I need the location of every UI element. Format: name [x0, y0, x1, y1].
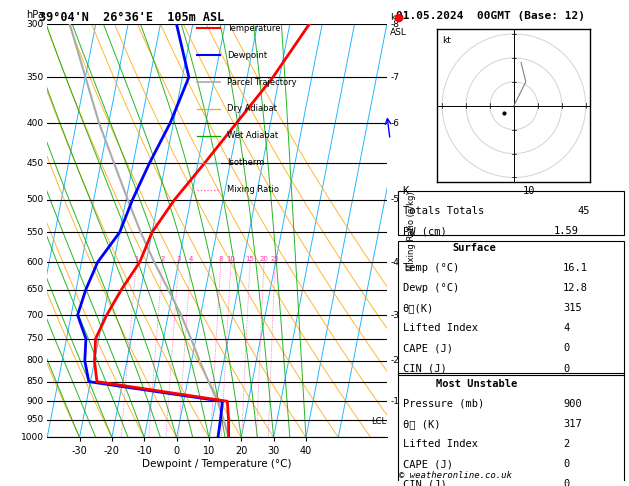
Text: km: km: [390, 13, 404, 22]
Text: Mixing Ratio (g/kg): Mixing Ratio (g/kg): [407, 191, 416, 271]
Text: Dewpoint: Dewpoint: [227, 51, 267, 60]
Text: Lifted Index: Lifted Index: [403, 323, 477, 333]
Text: -1: -1: [390, 397, 399, 406]
Text: CAPE (J): CAPE (J): [403, 459, 452, 469]
Text: 0: 0: [563, 364, 569, 374]
Text: Dewp (°C): Dewp (°C): [403, 283, 459, 293]
Text: Wet Adiabat: Wet Adiabat: [227, 131, 278, 140]
Text: Isotherm: Isotherm: [227, 158, 265, 167]
Text: Most Unstable: Most Unstable: [435, 379, 517, 389]
Text: -7: -7: [390, 73, 399, 82]
Text: hPa: hPa: [26, 10, 44, 20]
Text: 45: 45: [577, 207, 589, 216]
Text: 317: 317: [563, 419, 582, 429]
Text: 315: 315: [563, 303, 582, 313]
Text: 800: 800: [26, 356, 44, 365]
Text: -2: -2: [390, 356, 399, 365]
Text: 15: 15: [246, 256, 255, 262]
Text: 400: 400: [26, 119, 44, 127]
Text: 25: 25: [271, 256, 279, 262]
Text: Mixing Ratio: Mixing Ratio: [227, 185, 279, 194]
Bar: [398, 241, 625, 375]
Text: 900: 900: [26, 397, 44, 406]
Text: 2: 2: [563, 439, 569, 449]
Text: 1000: 1000: [21, 433, 44, 442]
Text: 4: 4: [563, 323, 569, 333]
Text: 3: 3: [177, 256, 181, 262]
Text: 600: 600: [26, 258, 44, 267]
Text: 500: 500: [26, 195, 44, 204]
Text: Parcel Trajectory: Parcel Trajectory: [227, 78, 297, 87]
Text: © weatheronline.co.uk: © weatheronline.co.uk: [399, 471, 512, 480]
Text: CAPE (J): CAPE (J): [403, 344, 452, 353]
Text: 900: 900: [563, 399, 582, 409]
Text: Totals Totals: Totals Totals: [403, 207, 484, 216]
Text: Dry Adiabat: Dry Adiabat: [227, 104, 277, 114]
Text: 16.1: 16.1: [563, 263, 588, 273]
Text: 8: 8: [219, 256, 223, 262]
Text: 450: 450: [26, 159, 44, 168]
Text: CIN (J): CIN (J): [403, 364, 447, 374]
Text: 2: 2: [160, 256, 165, 262]
Text: 550: 550: [26, 228, 44, 237]
Text: 10: 10: [226, 256, 235, 262]
Text: 950: 950: [26, 416, 44, 424]
Text: kt: kt: [442, 36, 451, 45]
Text: LCL: LCL: [370, 417, 386, 426]
Text: 01.05.2024  00GMT (Base: 12): 01.05.2024 00GMT (Base: 12): [396, 11, 585, 21]
Text: CIN (J): CIN (J): [403, 479, 447, 486]
Text: Lifted Index: Lifted Index: [403, 439, 477, 449]
Text: 300: 300: [26, 20, 44, 29]
Text: 1: 1: [134, 256, 138, 262]
Text: 4: 4: [189, 256, 193, 262]
Text: 650: 650: [26, 285, 44, 294]
Text: Temp (°C): Temp (°C): [403, 263, 459, 273]
Text: ASL: ASL: [390, 28, 407, 37]
Text: 39°04'N  26°36'E  105m ASL: 39°04'N 26°36'E 105m ASL: [40, 11, 225, 24]
Text: 750: 750: [26, 334, 44, 343]
X-axis label: Dewpoint / Temperature (°C): Dewpoint / Temperature (°C): [142, 459, 292, 469]
Text: -8: -8: [390, 20, 399, 29]
Text: 0: 0: [563, 479, 569, 486]
Text: Surface: Surface: [452, 243, 496, 253]
Text: θᴄ(K): θᴄ(K): [403, 303, 434, 313]
Text: 1.59: 1.59: [554, 226, 579, 237]
Text: -4: -4: [390, 258, 399, 267]
Text: -3: -3: [390, 311, 399, 319]
Text: θᴄ (K): θᴄ (K): [403, 419, 440, 429]
Text: 10: 10: [523, 186, 535, 196]
Text: 850: 850: [26, 377, 44, 386]
Text: -5: -5: [390, 195, 399, 204]
Text: PW (cm): PW (cm): [403, 226, 447, 237]
Text: ●: ●: [393, 12, 403, 22]
Text: 12.8: 12.8: [563, 283, 588, 293]
Text: Pressure (mb): Pressure (mb): [403, 399, 484, 409]
Text: 0: 0: [563, 344, 569, 353]
Text: 20: 20: [260, 256, 269, 262]
Text: K: K: [403, 186, 409, 196]
Bar: [398, 373, 625, 486]
Text: Temperature: Temperature: [227, 24, 281, 33]
Bar: [398, 191, 625, 236]
Text: 700: 700: [26, 311, 44, 319]
Text: 0: 0: [563, 459, 569, 469]
Text: -6: -6: [390, 119, 399, 127]
Text: 350: 350: [26, 73, 44, 82]
